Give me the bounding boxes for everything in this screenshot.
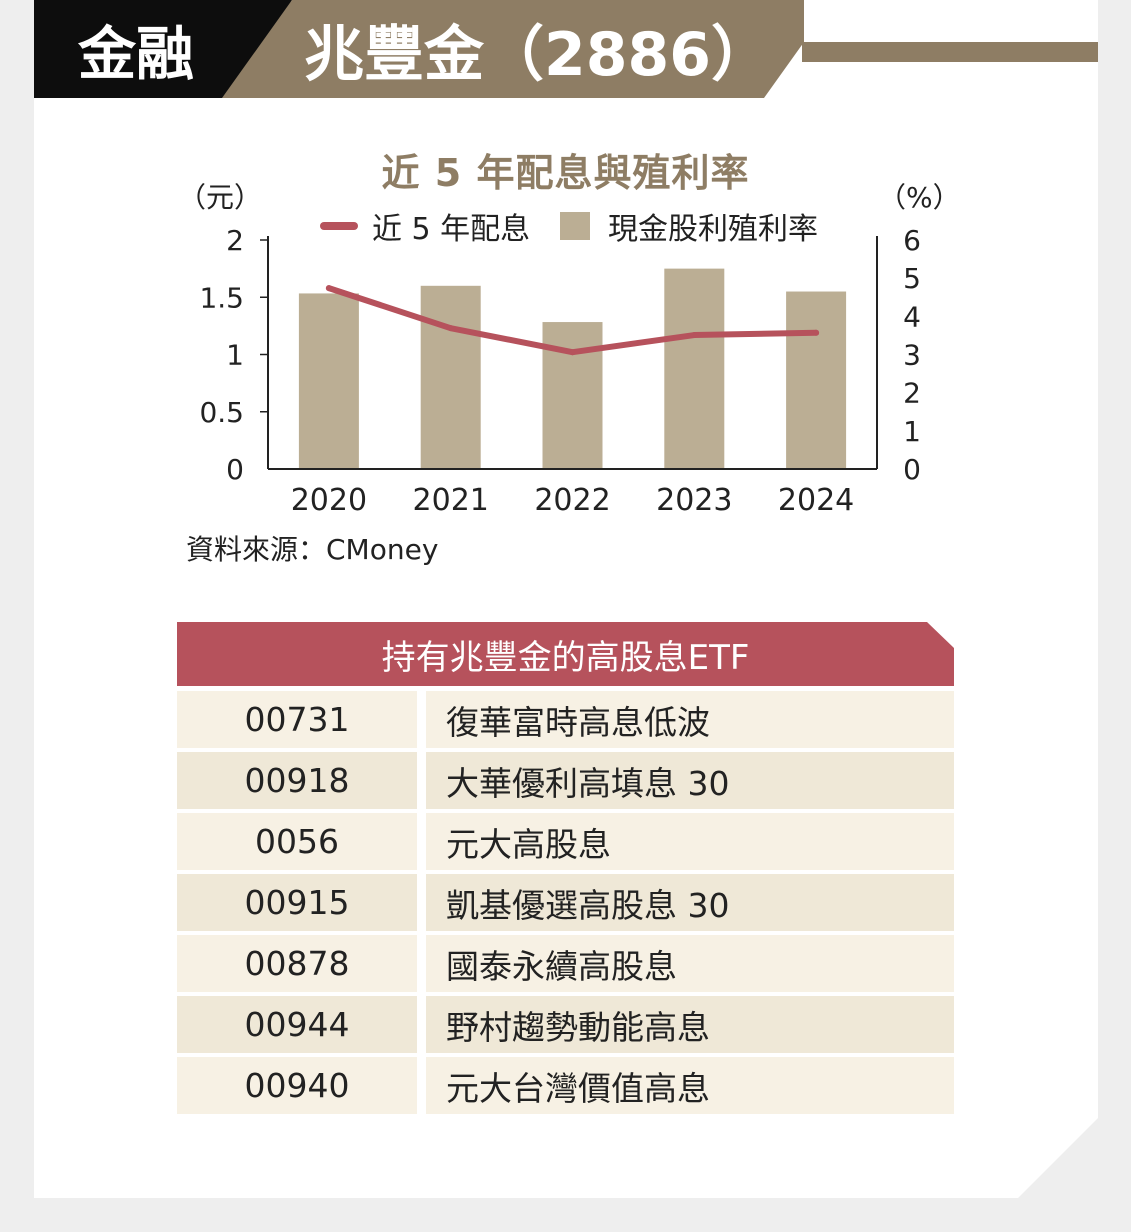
right-axis-tick-label: 2 — [903, 377, 921, 410]
etf-name: 凱基優選高股息 30 — [426, 874, 954, 931]
bar-2021 — [420, 285, 481, 469]
bar-2022 — [542, 322, 603, 469]
legend-bar-swatch — [560, 212, 590, 240]
left-axis-tick-label: 2 — [226, 224, 244, 257]
header-stripe — [802, 42, 1098, 62]
etf-name: 國泰永續高股息 — [426, 935, 954, 992]
etf-name: 野村趨勢動能高息 — [426, 996, 954, 1053]
etf-name: 元大台灣價值高息 — [426, 1057, 954, 1114]
table-row: 00918 大華優利高填息 30 — [177, 752, 954, 809]
etf-code: 00878 — [177, 935, 417, 992]
dividend-point-2024 — [813, 329, 820, 336]
table-row: 00731 復華富時高息低波 — [177, 691, 954, 748]
dividend-point-2022 — [569, 349, 576, 356]
legend-item-yield: 現金股利殖利率 — [560, 204, 818, 248]
chart-source: 資料來源：CMoney — [186, 533, 439, 566]
left-axis-tick-label: 0.5 — [199, 396, 244, 429]
left-axis-unit: （元） — [178, 181, 263, 214]
x-axis-tick-label: 2021 — [413, 483, 489, 518]
right-axis-tick-label: 0 — [903, 453, 921, 486]
etf-name: 復華富時高息低波 — [426, 691, 954, 748]
bar-2024 — [786, 291, 847, 469]
etf-code: 00731 — [177, 691, 417, 748]
legend-label-dividend: 近 5 年配息 — [372, 212, 531, 247]
x-axis-tick-label: 2022 — [534, 483, 610, 518]
x-axis-tick-label: 2023 — [656, 483, 732, 518]
table-row: 00878 國泰永續高股息 — [177, 935, 954, 992]
chart-title: 近 5 年配息與殖利率 — [381, 151, 750, 195]
right-axis-tick-label: 4 — [903, 300, 921, 333]
etf-code: 0056 — [177, 813, 417, 870]
right-axis-unit: （%） — [878, 181, 961, 214]
right-axis-tick-label: 5 — [903, 262, 921, 295]
bar-2023 — [664, 268, 725, 469]
etf-code: 00940 — [177, 1057, 417, 1114]
legend-label-yield: 現金股利殖利率 — [608, 212, 818, 247]
left-axis-tick-label: 1.5 — [199, 281, 244, 314]
table-row: 0056 元大高股息 — [177, 813, 954, 870]
right-axis-tick-label: 3 — [903, 339, 921, 372]
right-axis-tick-label: 6 — [903, 224, 921, 257]
dividend-point-2020 — [325, 285, 332, 292]
table-row: 00915 凱基優選高股息 30 — [177, 874, 954, 931]
table-row: 00940 元大台灣價值高息 — [177, 1057, 954, 1114]
etf-code: 00944 — [177, 996, 417, 1053]
x-axis-tick-label: 2024 — [778, 483, 854, 518]
dividend-yield-chart: 0 0.5 1 1.5 2 0 1 2 3 4 5 6 2020 2021 2022 2023 2024 — [199, 224, 921, 518]
etf-table-title: 持有兆豐金的高股息ETF — [177, 622, 954, 686]
bar-2020 — [298, 293, 359, 469]
etf-name: 大華優利高填息 30 — [426, 752, 954, 809]
dividend-point-2021 — [447, 325, 454, 332]
etf-code: 00915 — [177, 874, 417, 931]
table-row: 00944 野村趨勢動能高息 — [177, 996, 954, 1053]
company-title: 兆豐金（2886） — [222, 0, 804, 98]
etf-code: 00918 — [177, 752, 417, 809]
header: 金融 兆豐金（2886） — [0, 0, 1131, 100]
etf-name: 元大高股息 — [426, 813, 954, 870]
dividend-point-2023 — [691, 332, 698, 339]
legend-line-swatch — [320, 222, 358, 230]
x-axis-tick-label: 2020 — [291, 483, 367, 518]
left-axis-tick-label: 0 — [226, 453, 244, 486]
legend-item-dividend: 近 5 年配息 — [320, 204, 530, 248]
right-axis-tick-label: 1 — [903, 415, 921, 448]
left-axis-tick-label: 1 — [226, 339, 244, 372]
